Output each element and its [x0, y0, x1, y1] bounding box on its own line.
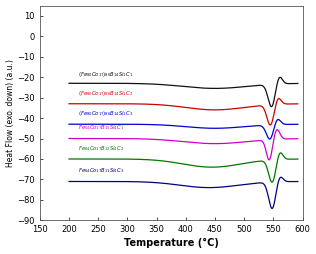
Text: $Fe_{64}Co_{17}B_{15}Si_4C_1$: $Fe_{64}Co_{17}B_{15}Si_4C_1$: [78, 123, 124, 132]
Text: $(Fe_{80}Co_{17})_{86}B_{14}Si_1C_3$: $(Fe_{80}Co_{17})_{86}B_{14}Si_1C_3$: [78, 109, 133, 118]
Text: $Fe_{64}Co_{17}B_{11}Si_4C_3$: $Fe_{64}Co_{17}B_{11}Si_4C_3$: [78, 166, 124, 175]
Text: $(Fe_{80}Co_{17})_{86}B_{14}Si_1C_2$: $(Fe_{80}Co_{17})_{86}B_{14}Si_1C_2$: [78, 89, 133, 98]
Text: $Fe_{64}Co_{17}B_{12}Si_4C_2$: $Fe_{64}Co_{17}B_{12}Si_4C_2$: [78, 144, 124, 153]
Text: $(Fe_{80}Co_{17})_{86}B_{14}Si_1C_1$: $(Fe_{80}Co_{17})_{86}B_{14}Si_1C_1$: [78, 70, 133, 79]
X-axis label: Temperature (°C): Temperature (°C): [124, 238, 219, 248]
Y-axis label: Heat Flow (exo. down) (a.u.): Heat Flow (exo. down) (a.u.): [6, 59, 15, 167]
